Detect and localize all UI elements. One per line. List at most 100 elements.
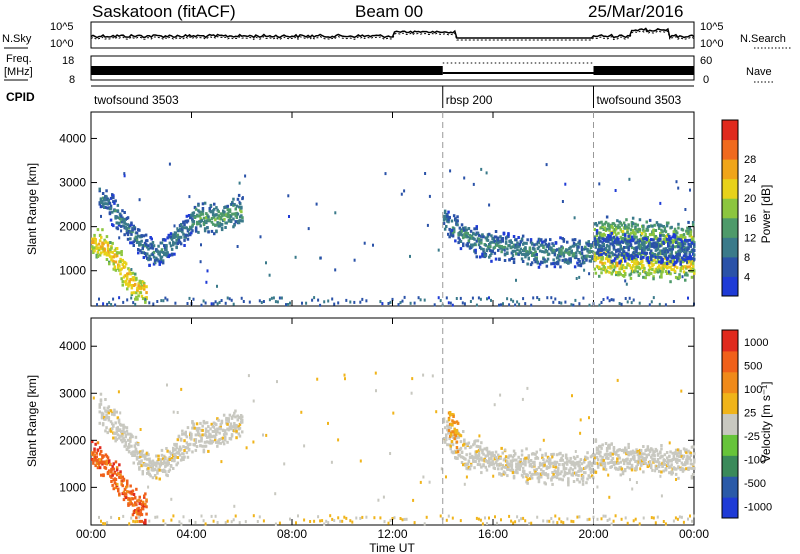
power-cell-1154 — [568, 253, 571, 257]
power-cell-1707 — [622, 251, 626, 255]
power-cell-2560 — [238, 181, 241, 185]
power-cell-1235 — [590, 257, 594, 261]
power-cell-1919 — [682, 270, 686, 274]
velocity-cell-1459 — [644, 457, 647, 461]
xtick-6: 00:00 — [679, 527, 709, 541]
power-cell-1157 — [569, 245, 572, 249]
velocity-cell-1667 — [230, 520, 233, 524]
noise-axes — [90, 21, 695, 49]
power-cell-2003 — [605, 244, 609, 248]
velocity-cell-1648 — [156, 515, 159, 519]
velocity-cell-960 — [515, 462, 518, 466]
power-cell-527 — [191, 229, 194, 233]
power-cell-225 — [106, 202, 109, 206]
power-cell-1358 — [625, 218, 628, 222]
velocity-colorbar-label: Velocity [m s⁻¹] — [759, 381, 773, 462]
velocity-colorbar-swatch-8 — [722, 330, 738, 352]
power-cell-246 — [112, 200, 115, 204]
power-cell-1311 — [611, 226, 615, 230]
power-cell-1734 — [630, 260, 634, 263]
power-cell-162 — [136, 297, 139, 301]
velocity-cell-630 — [220, 421, 224, 425]
power-cell-2239 — [672, 255, 676, 259]
power-cell-447 — [168, 241, 172, 245]
velocity-cell-1377 — [621, 470, 625, 474]
velocity-cell-1687 — [323, 522, 326, 526]
power-cell-2429 — [518, 302, 521, 306]
power-cell-1864 — [668, 261, 671, 265]
power-cell-1074 — [545, 264, 549, 268]
velocity-cell-1629 — [693, 458, 696, 462]
power-cell-1101 — [553, 251, 557, 255]
velocity-cell-1301 — [600, 458, 603, 462]
velocity-cell-43 — [102, 474, 105, 478]
power-cell-118 — [123, 265, 127, 269]
power-cell-2343 — [212, 302, 215, 306]
power-cell-1505 — [667, 233, 670, 237]
velocity-cell-1775 — [626, 521, 629, 525]
power-cell-1729 — [629, 272, 633, 276]
power-cell-2355 — [248, 300, 251, 304]
velocity-cell-466 — [174, 448, 177, 452]
velocity-cell-267 — [117, 436, 121, 440]
velocity-cell-1071 — [545, 459, 549, 463]
power-cell-581 — [206, 213, 209, 217]
time-axis: 00:00 04:00 08:00 12:00 16:00 20:00 00:00 — [76, 112, 709, 541]
velocity-cell-1720 — [445, 518, 448, 522]
velocity-cell-124 — [126, 484, 129, 488]
velocity-cell-1705 — [379, 516, 382, 520]
power-cell-1953 — [693, 270, 696, 274]
power-cell-328 — [135, 238, 139, 242]
power-cell-244 — [112, 194, 115, 198]
power-cell-1599 — [693, 245, 696, 248]
velocity-cell-1761 — [586, 518, 589, 522]
velocity-cell-446 — [168, 450, 172, 454]
velocity-cell-1786 — [672, 519, 675, 523]
power-cell-2358 — [262, 300, 265, 303]
power-cell-523 — [190, 227, 193, 231]
power-cell-691 — [236, 197, 240, 201]
velocity-cell-1704 — [373, 516, 376, 520]
power-cell-1539 — [676, 231, 679, 235]
velocity-cell-833 — [478, 463, 482, 467]
power-cell-2546 — [428, 194, 431, 198]
power-cell-2344 — [214, 300, 217, 304]
velocity-cell-1118 — [559, 472, 562, 476]
velocity-cell-1125 — [561, 458, 564, 462]
velocity-cell-1803 — [607, 473, 610, 477]
velocity-cell-625 — [219, 427, 222, 431]
velocity-cell-1043 — [537, 475, 541, 479]
power-cell-2389 — [389, 300, 392, 304]
velocity-cell-1409 — [630, 466, 634, 470]
velocity-cell-1743 — [528, 522, 531, 526]
velocity-cell-1756 — [566, 517, 569, 521]
power-cell-534 — [192, 221, 196, 225]
power-cell-210 — [101, 192, 105, 195]
velocity-cell-1703 — [365, 515, 368, 519]
velocity-cell-494 — [182, 445, 185, 449]
velocity-cell-468 — [175, 463, 178, 467]
power-cell-121 — [124, 282, 128, 286]
velocity-cell-1870 — [596, 461, 599, 465]
velocity-cell-1113 — [558, 463, 561, 466]
power-cell-610 — [214, 218, 217, 222]
velocity-cell-365 — [146, 471, 149, 475]
power-cell-2283 — [685, 255, 688, 259]
velocity-cell-599 — [211, 430, 215, 433]
velocity-cell-1243 — [447, 418, 451, 422]
velocity-cell-658 — [228, 413, 232, 417]
velocity-cell-210 — [101, 412, 105, 416]
power-cell-2075 — [626, 252, 629, 256]
power-cell-1418 — [642, 225, 645, 229]
power-cell-15 — [94, 241, 97, 245]
power-cell-2078 — [627, 234, 630, 238]
velocity-cell-1284 — [595, 455, 599, 459]
power-cell-2230 — [670, 256, 673, 260]
power-cell-571 — [202, 221, 206, 225]
velocity-cell-910 — [500, 467, 503, 471]
power-cell-2511 — [238, 200, 241, 204]
velocity-cell-290 — [124, 433, 127, 437]
power-cell-1132 — [562, 238, 566, 242]
power-cell-1018 — [529, 251, 533, 255]
power-cell-502 — [184, 233, 187, 237]
